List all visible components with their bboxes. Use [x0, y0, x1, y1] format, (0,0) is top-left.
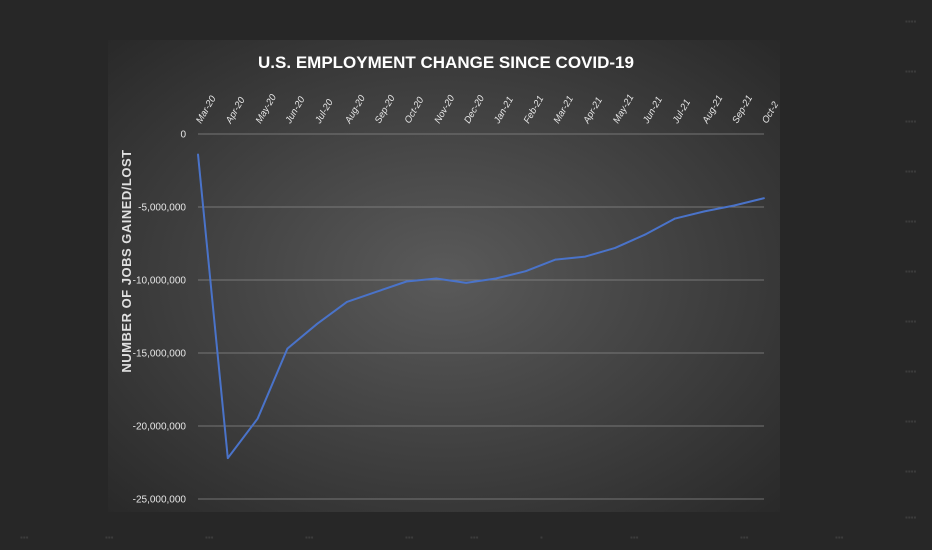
y-tick-label: -20,000,000	[133, 422, 187, 433]
y-tick-label: 0	[180, 130, 186, 141]
data-point	[286, 347, 289, 350]
ghost-label: ▪▪▪	[405, 533, 414, 542]
ghost-label: ▪▪▪	[205, 533, 214, 542]
y-tick-label: -15,000,000	[133, 349, 187, 360]
data-point	[197, 153, 199, 156]
y-tick-label: -5,000,000	[138, 203, 186, 214]
ghost-label: ▪	[540, 533, 543, 542]
data-point	[316, 322, 319, 325]
data-point	[226, 457, 229, 459]
data-point	[346, 301, 348, 303]
ghost-label: ▪▪▪▪	[905, 167, 917, 176]
ghost-label: ▪▪▪	[470, 533, 479, 542]
ghost-label: ▪▪▪▪	[905, 17, 917, 26]
ghost-label: ▪▪▪▪	[905, 417, 917, 426]
background-artifacts: ▪▪▪▪ ▪▪▪▪ ▪▪▪▪ ▪▪▪▪ ▪▪▪▪ ▪▪▪▪ ▪▪▪▪ ▪▪▪▪ …	[20, 17, 917, 542]
ghost-label: ▪▪▪▪	[905, 67, 917, 76]
data-point	[405, 280, 408, 283]
ghost-label: ▪▪▪	[835, 533, 844, 542]
data-point	[673, 217, 676, 220]
data-point	[256, 417, 259, 420]
data-point	[524, 270, 527, 273]
ghost-label: ▪▪▪	[740, 533, 749, 542]
ghost-label: ▪▪▪▪	[905, 217, 917, 226]
data-point	[465, 282, 467, 284]
ghost-label: ▪▪▪▪	[905, 367, 917, 376]
ghost-label: ▪▪▪	[105, 533, 114, 542]
data-point	[375, 290, 378, 293]
data-point	[733, 204, 736, 207]
data-point	[763, 197, 765, 200]
data-point	[614, 247, 616, 249]
series-layer	[197, 153, 765, 460]
data-point	[554, 258, 557, 261]
ghost-label: ▪▪▪▪	[905, 117, 917, 126]
ghost-label: ▪▪▪	[20, 533, 29, 542]
data-point	[435, 277, 438, 280]
ghost-label: ▪▪▪	[305, 533, 314, 542]
y-axis-ticks: 0 -5,000,000 -10,000,000 -15,000,000 -20,000…	[133, 130, 187, 506]
data-point	[643, 233, 646, 236]
data-point	[703, 210, 706, 213]
y-tick-label: -10,000,000	[133, 276, 187, 287]
ghost-label: ▪▪▪▪	[905, 467, 917, 476]
ghost-label: ▪▪▪▪	[905, 267, 917, 276]
series-line	[197, 154, 765, 460]
ghost-label: ▪▪▪▪	[905, 317, 917, 326]
chart-title: U.S. EMPLOYMENT CHANGE SINCE COVID-19	[258, 53, 634, 72]
data-point	[495, 277, 497, 280]
y-tick-label: -25,000,000	[133, 495, 187, 506]
chart-card	[108, 40, 780, 512]
y-axis-label: NUMBER OF JOBS GAINED/LOST	[119, 149, 134, 372]
ghost-label: ▪▪▪	[630, 533, 639, 542]
ghost-label: ▪▪▪▪	[905, 513, 917, 522]
data-point	[584, 255, 587, 258]
